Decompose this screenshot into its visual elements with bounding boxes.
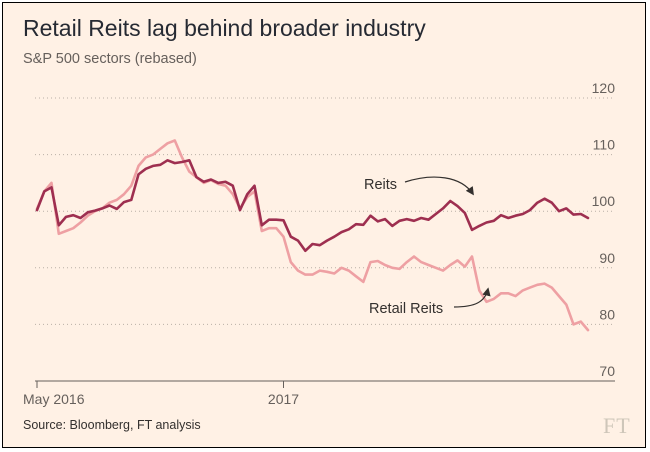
gridlines (35, 97, 615, 382)
y-axis: 70 80 90 100 110 120 (592, 80, 616, 379)
y-tick-label-100: 100 (592, 193, 616, 209)
reits-annotation: Reits (364, 177, 397, 193)
y-tick-label-120: 120 (592, 80, 616, 96)
line-chart: 70 80 90 100 110 120 May 2016 2017 Reits Retai… (23, 80, 616, 407)
ft-logo: FT (603, 413, 631, 438)
chart-card: Retail Reits lag behind broader industry… (2, 2, 646, 448)
reits-arrow (404, 176, 474, 196)
series-line-reits (35, 159, 590, 253)
x-tick-label: May 2016 (23, 391, 85, 407)
x-tick-label: 2017 (268, 391, 299, 407)
series-line-retail-reits (35, 139, 590, 332)
y-tick-label-110: 110 (593, 137, 616, 153)
chart-title: Retail Reits lag behind broader industry (23, 15, 426, 41)
retail-reits-arrow (453, 287, 491, 308)
x-axis: May 2016 2017 (23, 381, 299, 407)
retail-reits-annotation: Retail Reits (369, 301, 443, 317)
series-lines (35, 139, 590, 332)
y-tick-label-70: 70 (599, 363, 615, 379)
source-note: Source: Bloomberg, FT analysis (23, 418, 201, 432)
y-tick-label-80: 80 (599, 306, 615, 322)
y-tick-label-90: 90 (599, 250, 615, 266)
chart-subtitle: S&P 500 sectors (rebased) (23, 51, 197, 67)
